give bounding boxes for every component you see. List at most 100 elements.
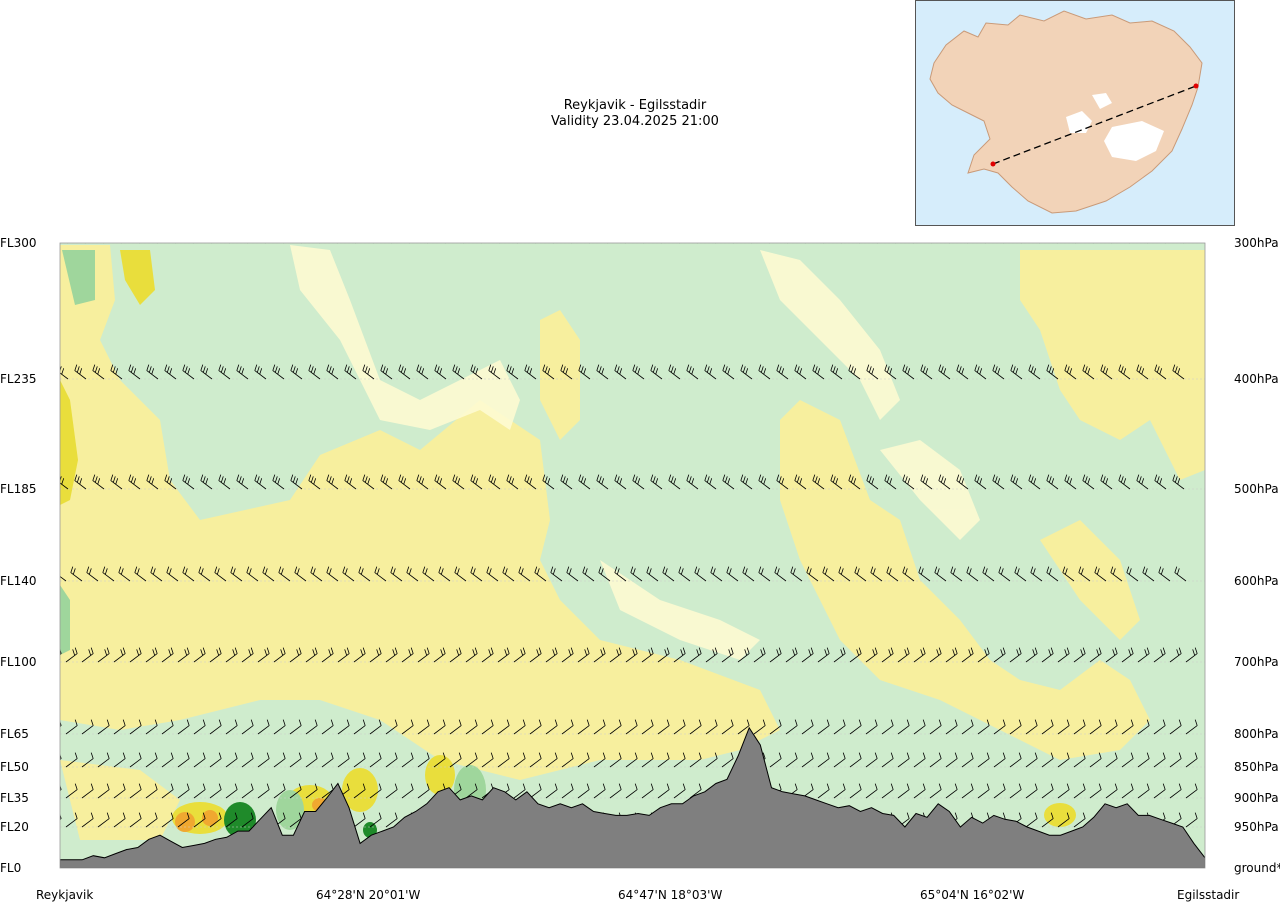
wind-barb — [577, 719, 590, 735]
wind-barb — [753, 719, 766, 735]
wind-barb — [434, 364, 447, 380]
wind-barb — [931, 243, 932, 244]
wind-barb — [632, 364, 645, 380]
wind-barb — [70, 566, 83, 582]
wind-barb — [1185, 752, 1198, 768]
wind-barb — [662, 566, 675, 582]
wind-barb — [686, 474, 699, 490]
wind-barb — [817, 647, 830, 663]
pale-regions — [290, 245, 980, 660]
route-point-label: 64°28'N 20°01'W — [316, 888, 421, 902]
glacier-vatnajokull — [1104, 121, 1164, 161]
wind-barb — [705, 752, 718, 768]
wind-barb — [794, 474, 807, 490]
wind-barb — [694, 566, 707, 582]
wind-barb — [518, 566, 531, 582]
wind-barb — [758, 364, 771, 380]
wind-barb — [641, 647, 654, 663]
terrain-profile — [60, 726, 1205, 868]
wind-barb — [193, 752, 206, 768]
route-point-label: 64°47'N 18°03'W — [618, 888, 723, 902]
wind-barb — [481, 243, 482, 244]
wind-barb — [641, 752, 654, 768]
wind-barb — [452, 364, 465, 380]
wind-barb — [650, 474, 663, 490]
wind-barb — [833, 752, 846, 768]
wind-barb — [150, 566, 163, 582]
wind-barb — [577, 783, 590, 799]
wind-barb — [257, 752, 270, 768]
wind-barb — [657, 719, 670, 735]
wind-barb — [866, 364, 879, 380]
wind-barb — [726, 566, 739, 582]
wind-barb — [337, 719, 350, 735]
wind-barb — [545, 647, 558, 663]
wind-barb — [553, 243, 554, 244]
wind-barb — [848, 474, 861, 490]
wind-barb — [97, 783, 110, 799]
wind-barb — [225, 752, 238, 768]
wind-barb — [993, 752, 1006, 768]
wind-barb — [524, 474, 537, 490]
wind-barb — [571, 243, 572, 244]
wind-barb — [657, 783, 670, 799]
pressure-level-label: 900hPa — [1234, 791, 1279, 805]
wind-barb — [230, 566, 243, 582]
wind-barb — [301, 243, 302, 244]
wind-barb — [452, 474, 465, 490]
wind-barb — [290, 474, 303, 490]
wind-barb — [560, 364, 573, 380]
wind-barb — [668, 474, 681, 490]
wind-barb — [1118, 474, 1131, 490]
wind-barb — [561, 783, 574, 799]
wind-barb — [305, 719, 318, 735]
wind-barb — [938, 364, 951, 380]
pressure-level-label: 700hPa — [1234, 655, 1279, 669]
wind-barb — [897, 647, 910, 663]
wind-barb — [950, 566, 963, 582]
wind-barb — [121, 243, 122, 244]
wind-barb — [661, 243, 662, 244]
wind-barb — [246, 566, 259, 582]
wind-barb — [326, 566, 339, 582]
wind-barb — [833, 783, 846, 799]
wind-barb — [513, 647, 526, 663]
wind-barb — [865, 752, 878, 768]
wind-barb — [593, 647, 606, 663]
wind-barb — [145, 783, 158, 799]
wind-barb — [1105, 752, 1118, 768]
wind-barb — [97, 812, 110, 828]
flight-level-label: FL300 — [0, 236, 37, 250]
wind-barb — [211, 243, 212, 244]
wind-barb — [884, 474, 897, 490]
wind-barb — [272, 364, 285, 380]
wind-barb — [497, 752, 510, 768]
wind-barb — [398, 364, 411, 380]
wind-barb — [679, 243, 680, 244]
wind-barb — [550, 566, 563, 582]
wind-barb — [913, 243, 914, 244]
wind-barb — [434, 474, 447, 490]
wind-barb — [465, 647, 478, 663]
wind-barb — [895, 243, 896, 244]
wind-barb — [1169, 752, 1182, 768]
wind-barb — [801, 647, 814, 663]
plot-frame — [59, 242, 1206, 869]
flight-level-label: FL100 — [0, 655, 37, 669]
wind-barb — [822, 566, 835, 582]
wind-barb — [625, 752, 638, 768]
wind-barb — [865, 647, 878, 663]
wind-barb — [513, 752, 526, 768]
wind-barb — [465, 752, 478, 768]
wind-barb — [85, 243, 86, 244]
wind-barb — [294, 566, 307, 582]
flight-level-label: FL0 — [0, 861, 22, 875]
wind-barb — [865, 719, 878, 735]
wind-barb — [272, 474, 285, 490]
wind-barb — [470, 364, 483, 380]
wind-barb — [689, 719, 702, 735]
wind-barb — [146, 474, 159, 490]
wind-barb — [427, 243, 428, 244]
wind-barb — [373, 243, 374, 244]
wind-barb — [1025, 752, 1038, 768]
